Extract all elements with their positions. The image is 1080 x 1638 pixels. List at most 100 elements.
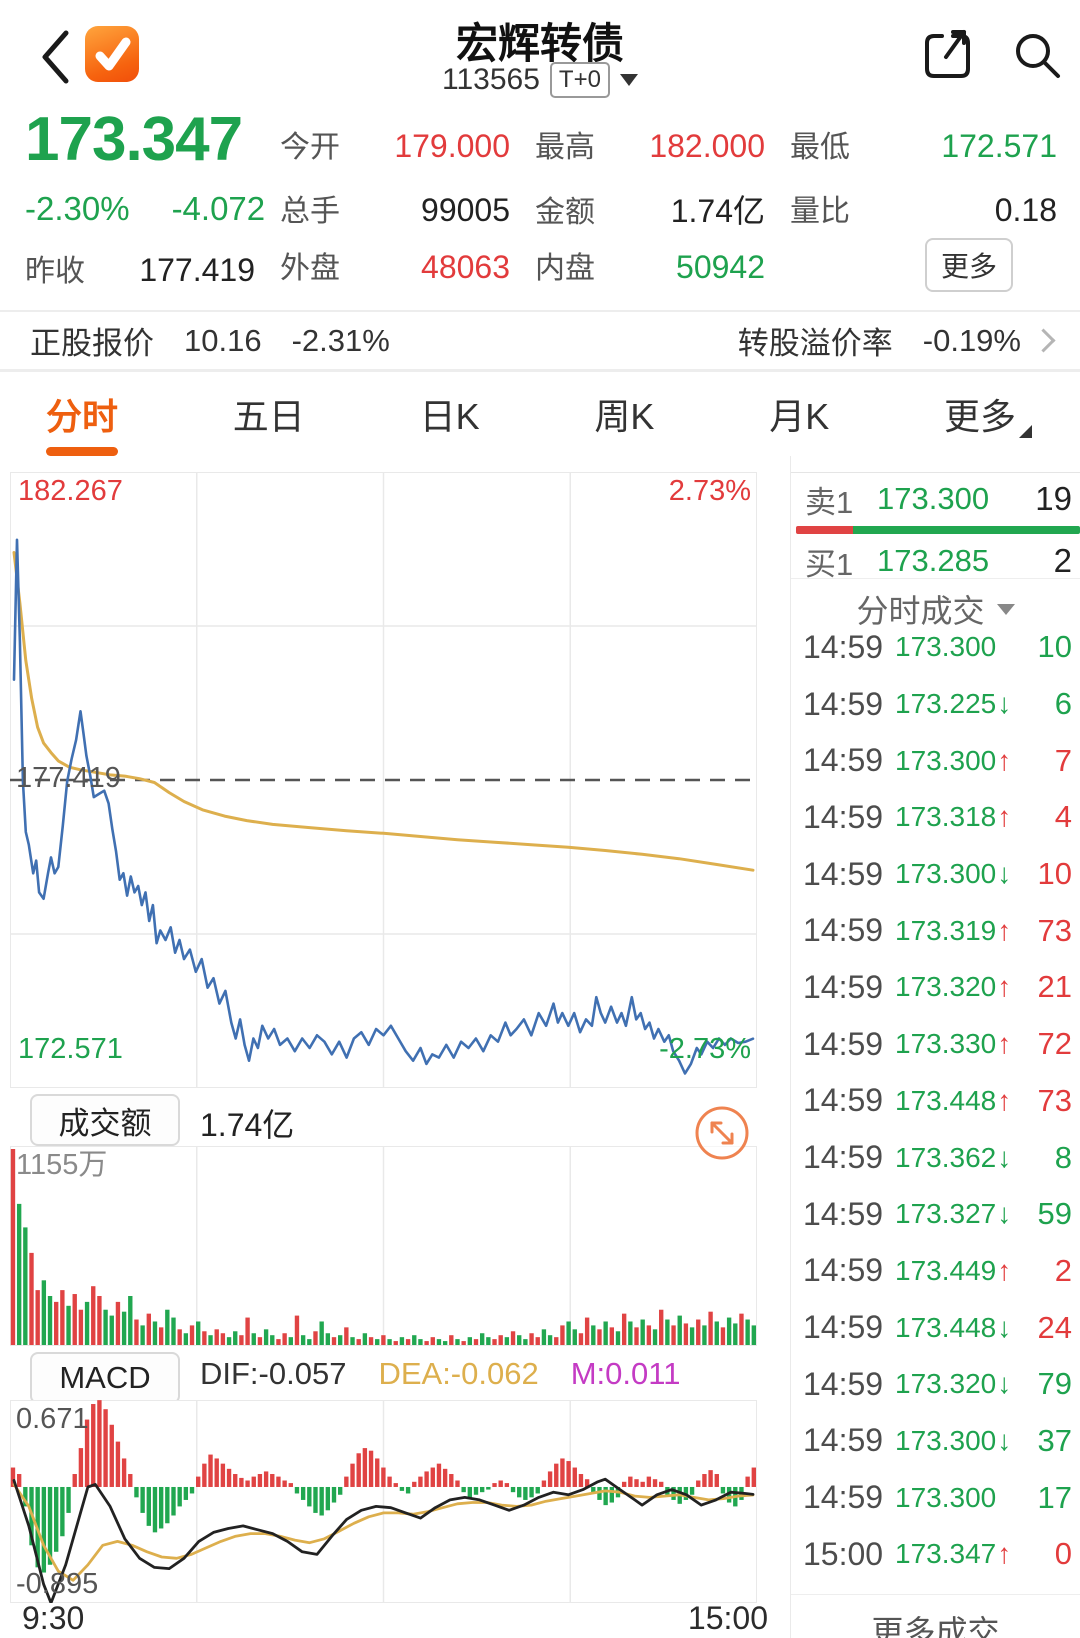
stat-cell: 内盘 50942 [535,249,765,285]
ask-volume: 19 [1035,480,1072,517]
underlying-price: 10.16 [184,322,262,358]
tab-五日[interactable]: 五日 [232,396,305,437]
tape-row: 14:59 173.448 ↓ 24 [803,1309,1072,1346]
back-icon[interactable] [38,28,72,86]
stat-cell: 总手 99005 [280,192,510,228]
bid-row[interactable]: 买1 173.285 2 [791,535,1080,587]
prev-close-line-label: 177.419 [16,762,121,794]
tape-dropdown-icon[interactable] [996,603,1015,615]
arrow-up-icon: ↑ [997,914,1012,946]
tab-周K[interactable]: 周K [594,396,655,437]
macd-header: MACD DIF:-0.057 DEA:-0.062 M:0.011 [0,1352,760,1404]
macd-dea-value: DEA:-0.062 [378,1356,539,1391]
right-panel: 卖1 173.300 19 买1 173.285 2 分时成交 14:59 173… [790,456,1080,1638]
tape-row: 14:59 173.318 ↑ 4 [803,798,1072,835]
tape-row: 14:59 173.449 ↑ 2 [803,1252,1072,1289]
stat-cell: 量比 0.18 [790,192,1057,228]
ask-label: 卖1 [805,484,854,520]
more-stats-button[interactable]: 更多 [925,238,1013,292]
chart-period-tabs: 分时 五日 日K 周K 月K 更多 [0,372,1080,456]
axis-open-time: 9:30 [22,1600,85,1636]
premium-label: 转股溢价率 [737,326,893,361]
app-logo-icon [85,26,139,82]
buy-sell-ratio-bar [796,526,1080,534]
arrow-down-icon: ↓ [997,1198,1012,1230]
arrow-up-icon: ↑ [997,971,1012,1003]
bid-volume: 2 [1053,542,1072,579]
tape-row: 14:59 173.448 ↑ 73 [803,1082,1072,1119]
arrow-down-icon: ↓ [997,1311,1012,1343]
volume-chart[interactable]: 1155万 [10,1146,757,1346]
arrow-down-icon: ↓ [997,1424,1012,1456]
tab-更多[interactable]: 更多 [944,388,1032,440]
tab-月K[interactable]: 月K [769,396,830,437]
tape-row: 14:59 173.330 ↑ 72 [803,1025,1072,1062]
chart-max-percent: 2.73% [668,475,751,507]
chart-min-price: 172.571 [18,1033,123,1065]
price-change-row: -2.30% -4.072 [25,190,265,228]
arrow-down-icon: ↓ [997,858,1012,890]
arrow-up-icon: ↑ [997,1254,1012,1286]
tape-list: 14:59 173.300 10 14:59 173.225 ↓ 6 14:59 173.300… [791,619,1080,1583]
tab-日K[interactable]: 日K [419,396,480,437]
stat-cell: 金额 1.74亿 [535,193,765,229]
tape-row: 14:59 173.300 ↑ 7 [803,742,1072,779]
tape-row: 14:59 173.300 ↓ 10 [803,855,1072,892]
prev-close-value: 177.419 [139,252,255,288]
underlying-change: -2.31% [291,322,390,358]
ask-price: 173.300 [877,481,990,516]
stat-cell: 最高 182.000 [535,128,765,164]
stat-cell [790,243,1057,287]
axis-close-time: 15:00 [687,1600,768,1636]
underlying-stock-bar[interactable]: 正股报价 10.16 -2.31% 转股溢价率 -0.19% [0,310,1080,372]
tape-header[interactable]: 分时成交 [791,584,1080,634]
minute-chart[interactable]: 182.267 2.73% 177.419 172.571 -2.73% [10,472,757,1088]
turnover-value: 1.74亿 [200,1107,295,1143]
page-title: 宏辉转债 [455,20,624,67]
underlying-label: 正股报价 [30,326,154,361]
macd-m-value: M:0.011 [570,1356,681,1391]
stat-cell: 外盘 48063 [280,249,510,285]
tab-分时[interactable]: 分时 [46,388,118,456]
arrow-down-icon: ↓ [997,1141,1012,1173]
macd-chart[interactable]: 0.671 -0.895 [10,1400,757,1603]
tape-row: 14:59 173.300 ↓ 37 [803,1422,1072,1459]
tape-title: 分时成交 [856,593,985,629]
change-percent: -2.30% [25,190,130,227]
tape-row: 14:59 173.327 ↓ 59 [803,1195,1072,1232]
t0-badge: T+0 [549,62,610,98]
macd-max-label: 0.671 [16,1403,89,1435]
turnover-toggle-button[interactable]: 成交额 [30,1094,180,1146]
turnover-row: 成交额 1.74亿 [0,1094,760,1146]
bid-label: 买1 [805,546,854,582]
tape-row: 14:59 173.300 10 [803,628,1072,665]
symbol-row[interactable]: 113565 T+0 [0,62,1080,98]
change-value: -4.072 [171,190,266,227]
share-icon[interactable] [917,26,977,84]
last-price: 173.347 [25,105,243,174]
ask-row[interactable]: 卖1 173.300 19 [791,473,1080,525]
stat-row: 今开 179.000 最高 182.000 最低 172.571 [280,122,1057,166]
prev-close-label: 昨收 [25,255,85,288]
bid-price: 173.285 [877,543,990,578]
expand-chart-icon[interactable] [694,1105,750,1161]
chart-min-percent: -2.73% [659,1033,751,1065]
macd-min-label: -0.895 [16,1568,99,1600]
tape-row: 14:59 173.319 ↑ 73 [803,912,1072,949]
arrow-down-icon: ↓ [997,688,1012,720]
macd-dif-value: DIF:-0.057 [200,1356,347,1391]
more-trades-link[interactable]: 更多成交 [791,1594,1080,1638]
stat-cell: 今开 179.000 [280,128,510,164]
tape-row: 15:00 173.347 ↑ 0 [803,1535,1072,1572]
arrow-up-icon: ↑ [997,801,1012,833]
chevron-down-icon[interactable] [619,74,638,86]
arrow-up-icon: ↑ [997,744,1012,776]
search-icon[interactable] [1008,26,1066,84]
macd-toggle-button[interactable]: MACD [30,1352,180,1404]
prev-close-row: 昨收 177.419 [25,246,255,290]
arrow-up-icon: ↑ [997,1084,1012,1116]
premium-value: -0.19% [922,322,1021,358]
chevron-right-icon[interactable] [1031,328,1056,353]
order-book[interactable]: 卖1 173.300 19 买1 173.285 2 [791,472,1080,587]
